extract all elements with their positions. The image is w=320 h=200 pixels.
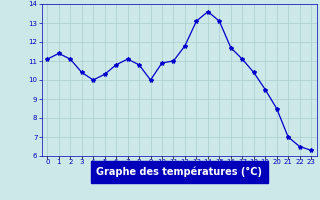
X-axis label: Graphe des températures (°C): Graphe des températures (°C) (96, 167, 262, 177)
